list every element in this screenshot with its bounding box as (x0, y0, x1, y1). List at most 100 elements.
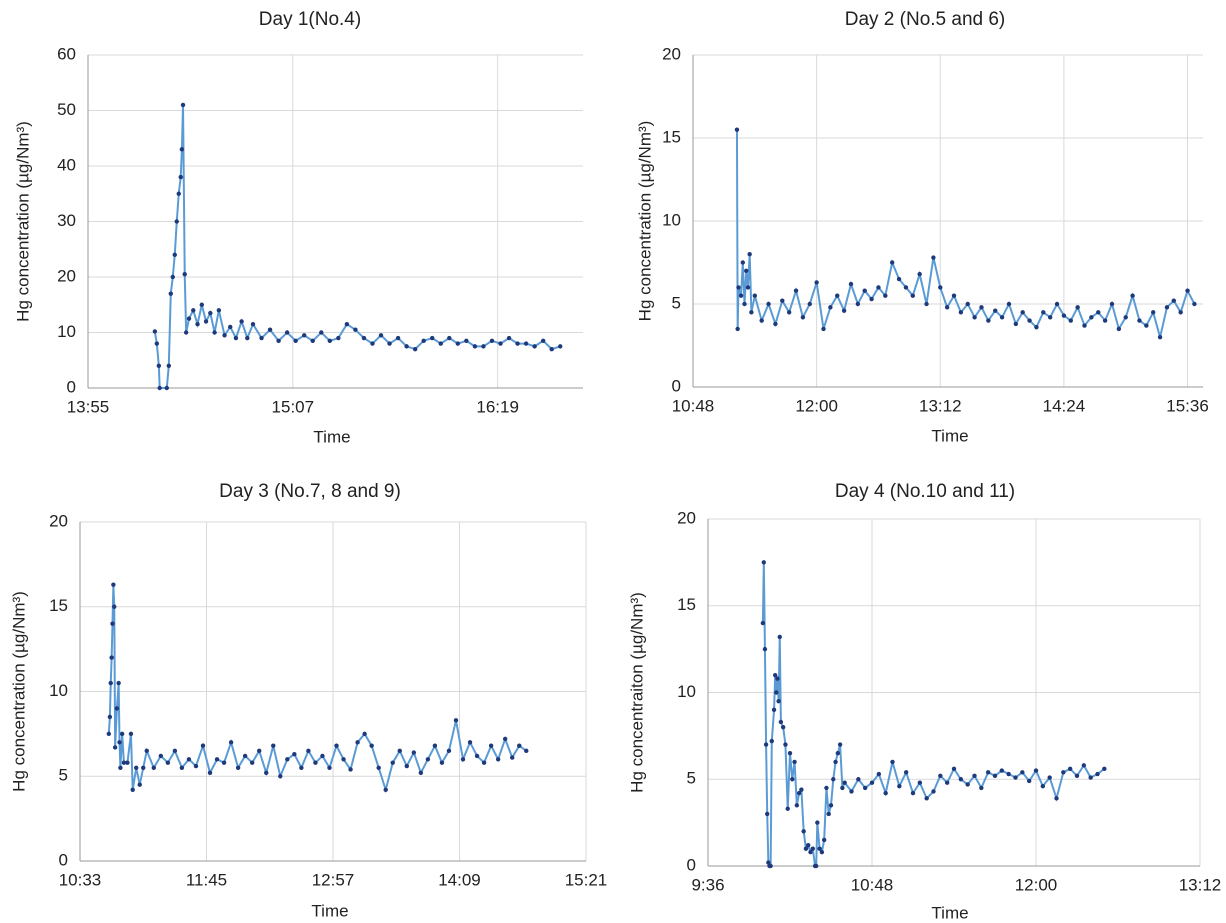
data-point (370, 341, 375, 346)
y-tick-label: 20 (49, 511, 68, 530)
data-point (993, 308, 998, 313)
data-point (421, 338, 426, 344)
data-point (778, 719, 784, 725)
y-axis-label: Hg concentraiton (µg/Nm³) (627, 592, 646, 793)
data-point (1096, 310, 1101, 315)
data-point (176, 191, 181, 196)
y-tick-label: 20 (57, 266, 76, 285)
data-point (883, 790, 888, 796)
data-point (395, 335, 401, 341)
x-tick-label: 10:33 (59, 870, 102, 889)
data-point (191, 308, 196, 313)
data-point (355, 740, 360, 745)
data-point (792, 759, 797, 765)
data-point (796, 790, 802, 796)
data-point (889, 260, 895, 265)
data-point (1061, 770, 1066, 775)
data-point (931, 789, 936, 794)
data-point (178, 174, 183, 180)
data-point (172, 748, 178, 754)
data-point (121, 760, 127, 765)
data-point (481, 760, 487, 765)
data-point (515, 341, 520, 346)
data-point (1026, 778, 1032, 784)
data-point (152, 329, 158, 334)
data-point (151, 765, 156, 770)
data-point (154, 341, 160, 346)
data-point (203, 319, 209, 324)
data-point (165, 760, 171, 765)
data-point (299, 765, 304, 770)
x-tick-label: 13:12 (1179, 875, 1222, 894)
data-point (137, 782, 142, 787)
data-point (1013, 775, 1018, 780)
data-point (771, 707, 777, 713)
data-point (216, 308, 222, 313)
data-point (111, 582, 116, 587)
data-point (785, 806, 790, 811)
data-point (264, 770, 269, 776)
data-point (523, 341, 529, 346)
data-point (951, 766, 957, 772)
data-point (883, 293, 888, 298)
data-point (292, 752, 297, 757)
data-point (221, 760, 227, 765)
data-point (735, 326, 740, 332)
data-point (944, 305, 950, 310)
data-point (327, 338, 333, 344)
data-point (958, 310, 964, 315)
data-point (826, 811, 831, 817)
y-axis-label: Hg concentration (µg/Nm³) (9, 591, 28, 792)
data-point (376, 765, 381, 770)
data-point (174, 219, 179, 224)
y-tick-label: 5 (59, 766, 68, 785)
data-point (799, 787, 804, 792)
data-point (212, 330, 217, 335)
data-point (876, 285, 881, 290)
data-point (1075, 305, 1080, 310)
x-tick-label: 14:09 (438, 870, 481, 889)
data-point (119, 731, 125, 737)
data-point (200, 743, 206, 748)
data-point (467, 740, 473, 745)
data-point (327, 765, 332, 770)
data-point (776, 698, 781, 704)
data-point (245, 335, 250, 341)
data-point (774, 690, 779, 695)
data-point (495, 757, 501, 762)
y-tick-label: 30 (57, 211, 76, 230)
data-point (1034, 325, 1039, 330)
data-point (233, 335, 239, 341)
data-point (840, 785, 845, 791)
y-tick-label: 20 (677, 508, 696, 527)
data-point (361, 335, 367, 341)
data-point (759, 318, 764, 323)
data-point (1067, 766, 1073, 772)
data-point (938, 285, 943, 290)
data-point (849, 789, 854, 794)
data-point (752, 293, 758, 298)
data-point (773, 321, 778, 327)
x-tick-label: 14:24 (1043, 396, 1086, 415)
data-point (183, 330, 189, 335)
data-point (979, 785, 984, 791)
data-point (806, 842, 811, 848)
data-point (772, 672, 778, 678)
data-point (768, 863, 773, 869)
data-point (747, 252, 752, 257)
data-point (1074, 773, 1080, 778)
data-point (348, 767, 353, 772)
data-point (775, 676, 780, 681)
data-point (532, 344, 537, 349)
data-point (738, 293, 744, 298)
y-tick-label: 5 (672, 293, 681, 312)
data-point (412, 346, 418, 352)
data-point (306, 748, 311, 754)
data-point (249, 760, 255, 765)
data-point (207, 770, 213, 776)
data-point (118, 765, 123, 770)
y-tick-label: 15 (662, 127, 681, 146)
data-point (1088, 775, 1093, 780)
data-point (817, 846, 822, 851)
